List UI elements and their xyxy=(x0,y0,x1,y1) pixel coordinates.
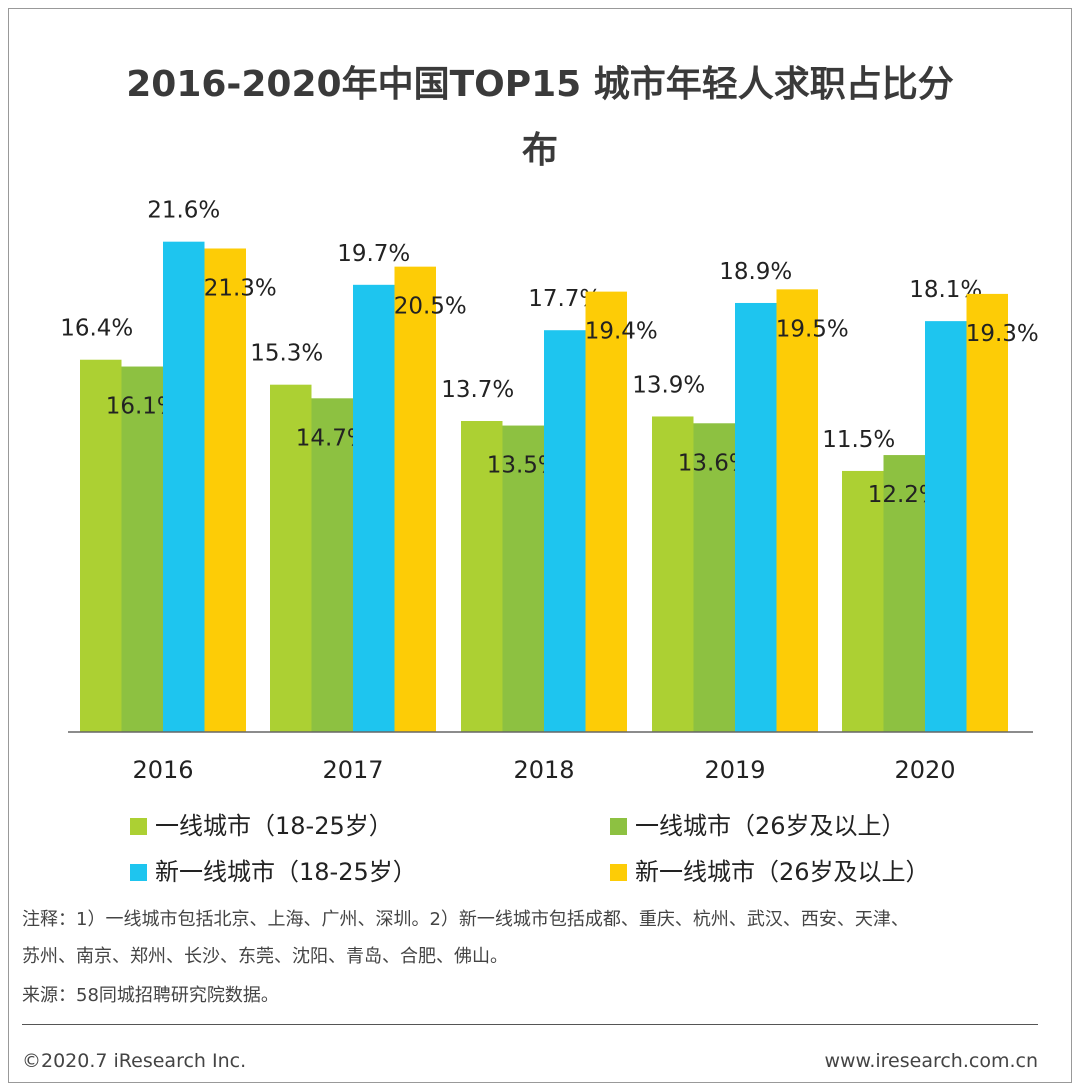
x-tick-label-2017: 2017 xyxy=(322,756,383,784)
legend-swatch-2 xyxy=(130,864,147,881)
bar-2018-series-1 xyxy=(502,425,544,732)
bar-2016-series-1 xyxy=(121,366,163,732)
legend-swatch-1 xyxy=(610,818,627,835)
data-label-2020-series-3: 19.3% xyxy=(966,321,1039,347)
bar-2016-series-2 xyxy=(163,241,205,732)
bar-2017-series-0 xyxy=(270,384,312,732)
source-note: 来源：58同城招聘研究院数据。 xyxy=(22,985,279,1006)
bar-2020-series-1 xyxy=(883,455,925,732)
legend-swatch-3 xyxy=(610,864,627,881)
chart-title: 2016-2020年中国TOP15 城市年轻人求职占比分 布 xyxy=(0,52,1080,184)
data-label-2019-series-0: 13.9% xyxy=(632,372,705,398)
footer-divider xyxy=(22,1024,1038,1025)
legend-item-0: 一线城市（18-25岁） xyxy=(130,806,393,841)
bar-2019-series-1 xyxy=(693,423,735,732)
x-tick-label-2016: 2016 xyxy=(132,756,193,784)
legend-label-0: 一线城市（18-25岁） xyxy=(155,812,393,840)
data-label-2016-series-3: 21.3% xyxy=(204,275,277,301)
chart-title-line-2: 布 xyxy=(521,130,558,171)
bar-2020-series-3 xyxy=(966,293,1008,732)
legend-label-3: 新一线城市（26岁及以上） xyxy=(635,858,930,886)
legend-item-1: 一线城市（26岁及以上） xyxy=(610,806,906,841)
bar-2017-series-2 xyxy=(353,284,395,732)
bar-2016-series-0 xyxy=(80,359,122,732)
x-tick-label-2020: 2020 xyxy=(894,756,955,784)
legend-swatch-0 xyxy=(130,818,147,835)
legend-label-2: 新一线城市（18-25岁） xyxy=(155,858,417,886)
data-label-2016-series-0: 16.4% xyxy=(60,316,133,342)
bar-2017-series-1 xyxy=(311,398,353,732)
data-label-2017-series-3: 20.5% xyxy=(394,294,467,320)
x-tick-label-2018: 2018 xyxy=(513,756,574,784)
data-label-2019-series-3: 19.5% xyxy=(776,316,849,342)
note-line-2: 苏州、南京、郑州、长沙、东莞、沈阳、青岛、合肥、佛山。 xyxy=(22,946,508,967)
bar-2019-series-2 xyxy=(735,302,777,732)
data-label-2018-series-0: 13.7% xyxy=(441,377,514,403)
copyright-text: ©2020.7 iResearch Inc. xyxy=(22,1050,247,1072)
bar-2020-series-2 xyxy=(925,321,967,732)
bar-2019-series-3 xyxy=(776,289,818,732)
x-tick-label-2019: 2019 xyxy=(704,756,765,784)
chart-title-line-1: 2016-2020年中国TOP15 城市年轻人求职占比分 xyxy=(126,64,954,105)
data-label-2017-series-2: 19.7% xyxy=(337,241,410,267)
bar-2019-series-0 xyxy=(652,416,694,732)
data-label-2019-series-2: 18.9% xyxy=(719,259,792,285)
data-label-2017-series-0: 15.3% xyxy=(250,341,323,367)
bar-chart: 16.4%15.3%13.7% 13.9%11.5%16.1%14.7%13.5%… xyxy=(60,198,1039,784)
bar-2017-series-3 xyxy=(394,266,436,732)
legend-item-2: 新一线城市（18-25岁） xyxy=(130,852,417,887)
chart-frame xyxy=(8,8,1072,1083)
bar-2018-series-0 xyxy=(461,421,503,732)
legend-label-1: 一线城市（26岁及以上） xyxy=(635,812,906,840)
legend-item-3: 新一线城市（26岁及以上） xyxy=(610,852,930,887)
bar-2016-series-3 xyxy=(204,248,246,733)
website-text: www.iresearch.com.cn xyxy=(824,1050,1038,1072)
bar-2020-series-0 xyxy=(842,470,884,732)
note-line-1: 注释：1）一线城市包括北京、上海、广州、深圳。2）新一线城市包括成都、重庆、杭州… xyxy=(22,909,909,930)
bar-2018-series-3 xyxy=(585,291,627,732)
data-label-2016-series-2: 21.6% xyxy=(147,198,220,224)
data-label-2020-series-0: 11.5% xyxy=(822,427,895,453)
bar-2018-series-2 xyxy=(544,330,586,732)
data-label-2018-series-3: 19.4% xyxy=(585,319,658,345)
